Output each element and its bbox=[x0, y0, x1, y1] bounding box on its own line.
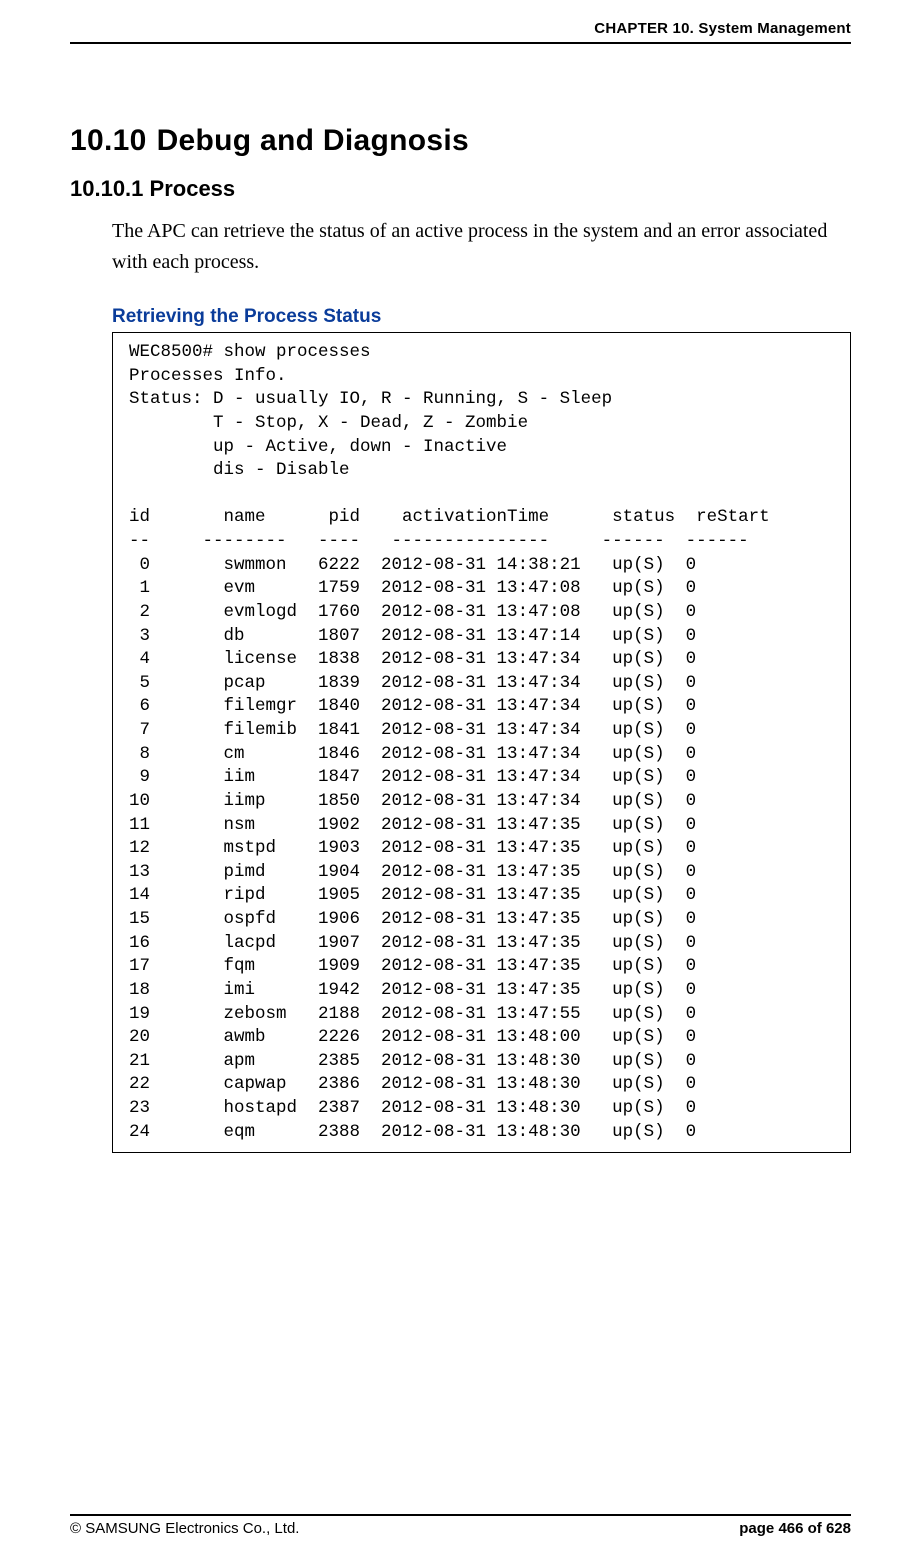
subsection-heading: 10.10.1 Process bbox=[70, 176, 851, 202]
footer-page-number: page 466 of 628 bbox=[739, 1520, 851, 1537]
page-header: CHAPTER 10. System Management bbox=[70, 0, 851, 44]
retrieving-heading: Retrieving the Process Status bbox=[112, 306, 851, 328]
chapter-title: CHAPTER 10. System Management bbox=[594, 20, 851, 37]
section-heading: 10.10 Debug and Diagnosis bbox=[70, 124, 851, 158]
page-container: CHAPTER 10. System Management 10.10 Debu… bbox=[0, 0, 921, 1565]
section-title: Debug and Diagnosis bbox=[157, 124, 469, 158]
subsection-number: 10.10.1 bbox=[70, 176, 143, 201]
subsection-title: Process bbox=[150, 176, 236, 201]
footer-copyright: © SAMSUNG Electronics Co., Ltd. bbox=[70, 1520, 299, 1537]
page-footer: © SAMSUNG Electronics Co., Ltd. page 466… bbox=[70, 1514, 851, 1537]
paragraph-text: The APC can retrieve the status of an ac… bbox=[112, 216, 851, 278]
section-number: 10.10 bbox=[70, 124, 147, 158]
terminal-output: WEC8500# show processes Processes Info. … bbox=[112, 332, 851, 1153]
